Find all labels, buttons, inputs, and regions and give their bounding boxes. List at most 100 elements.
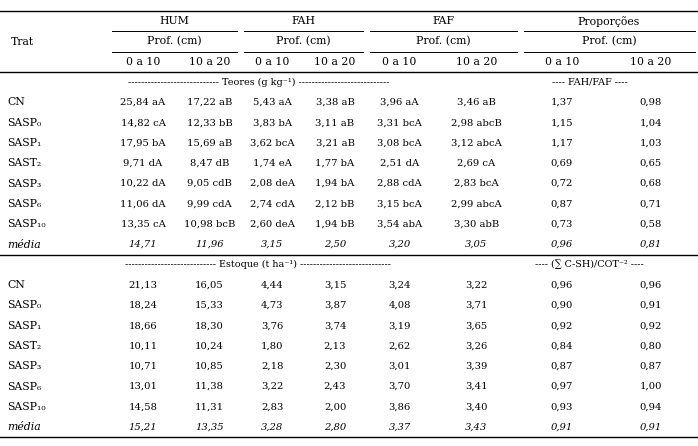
Text: 3,46 aB: 3,46 aB [457,98,496,107]
Text: 0,73: 0,73 [551,220,573,229]
Text: 3,11 aB: 3,11 aB [315,118,355,127]
Text: 16,05: 16,05 [195,281,224,289]
Text: FAH: FAH [292,17,315,26]
Text: 17,22 aB: 17,22 aB [186,98,232,107]
Text: CN: CN [7,98,24,107]
Text: 2,08 deA: 2,08 deA [250,179,295,188]
Text: 0,65: 0,65 [640,159,662,168]
Text: 3,62 bcA: 3,62 bcA [250,139,295,148]
Text: 3,70: 3,70 [388,382,411,391]
Text: 3,05: 3,05 [466,240,487,249]
Text: 2,30: 2,30 [324,362,346,371]
Text: Prof. (cm): Prof. (cm) [147,37,202,47]
Text: 3,20: 3,20 [389,240,410,249]
Text: 2,74 cdA: 2,74 cdA [250,199,295,208]
Text: média: média [7,240,40,249]
Text: 10,11: 10,11 [128,342,158,351]
Text: SAST₂: SAST₂ [7,341,41,351]
Text: ---- (∑ C-SH)/COT⁻² ----: ---- (∑ C-SH)/COT⁻² ---- [535,260,644,269]
Text: 1,00: 1,00 [639,382,662,391]
Text: 3,24: 3,24 [388,281,411,289]
Text: 3,41: 3,41 [465,382,488,391]
Text: 1,77 bA: 1,77 bA [315,159,355,168]
Text: 12,33 bB: 12,33 bB [186,118,232,127]
Text: 10,22 dA: 10,22 dA [120,179,166,188]
Text: 0,96: 0,96 [640,281,662,289]
Text: 3,37: 3,37 [389,423,410,432]
Text: 1,04: 1,04 [639,118,662,127]
Text: 3,43: 3,43 [466,423,487,432]
Text: 1,03: 1,03 [639,139,662,148]
Text: 18,66: 18,66 [128,321,158,330]
Text: ---------------------------- Estoque (t ha⁻¹) ----------------------------: ---------------------------- Estoque (t … [125,260,392,269]
Text: 3,74: 3,74 [324,321,346,330]
Text: 3,15: 3,15 [324,281,346,289]
Text: SASP₁₀: SASP₁₀ [7,219,45,229]
Text: 0,98: 0,98 [639,98,662,107]
Text: 5,43 aA: 5,43 aA [253,98,292,107]
Text: 10 a 20: 10 a 20 [188,57,230,67]
Text: SASP₃: SASP₃ [7,179,41,189]
Text: 14,71: 14,71 [128,240,158,249]
Text: Prof. (cm): Prof. (cm) [416,37,470,47]
Text: 2,99 abcA: 2,99 abcA [451,199,502,208]
Text: 2,98 abcB: 2,98 abcB [451,118,502,127]
Text: SASP₀: SASP₀ [7,301,41,310]
Text: 2,88 cdA: 2,88 cdA [377,179,422,188]
Text: 0,87: 0,87 [551,199,573,208]
Text: 2,83: 2,83 [261,402,283,411]
Text: ---------------------------- Teores (g kg⁻¹) ----------------------------: ---------------------------- Teores (g k… [128,78,389,87]
Text: 0,94: 0,94 [639,402,662,411]
Text: CN: CN [7,280,24,290]
Text: 0 a 10: 0 a 10 [255,57,290,67]
Text: 3,38 aB: 3,38 aB [315,98,355,107]
Text: 9,99 cdA: 9,99 cdA [187,199,232,208]
Text: 0,81: 0,81 [640,240,662,249]
Text: SASP₆: SASP₆ [7,382,41,392]
Text: 3,19: 3,19 [388,321,411,330]
Text: 25,84 aA: 25,84 aA [121,98,165,107]
Text: 2,83 bcA: 2,83 bcA [454,179,499,188]
Text: 2,51 dA: 2,51 dA [380,159,419,168]
Text: 1,94 bA: 1,94 bA [315,179,355,188]
Text: 3,15: 3,15 [261,240,283,249]
Text: 2,50: 2,50 [324,240,346,249]
Text: 0,80: 0,80 [639,342,662,351]
Text: 3,28: 3,28 [261,423,283,432]
Text: 14,58: 14,58 [128,402,158,411]
Text: 13,35 cA: 13,35 cA [121,220,165,229]
Text: 0,72: 0,72 [551,179,573,188]
Text: 15,69 aB: 15,69 aB [187,139,232,148]
Text: Trat: Trat [10,37,34,46]
Text: 2,43: 2,43 [324,382,346,391]
Text: 0 a 10: 0 a 10 [126,57,161,67]
Text: 3,83 bA: 3,83 bA [253,118,292,127]
Text: 1,37: 1,37 [551,98,573,107]
Text: 0,96: 0,96 [551,240,573,249]
Text: FAF: FAF [432,17,454,26]
Text: 0,68: 0,68 [640,179,662,188]
Text: 3,21 aB: 3,21 aB [315,139,355,148]
Text: SAST₂: SAST₂ [7,158,41,168]
Text: 4,08: 4,08 [388,301,411,310]
Text: ---- FAH/FAF ----: ---- FAH/FAF ---- [552,78,628,87]
Text: 3,12 abcA: 3,12 abcA [451,139,502,148]
Text: 10 a 20: 10 a 20 [456,57,497,67]
Text: 3,86: 3,86 [389,402,410,411]
Text: 10,98 bcB: 10,98 bcB [184,220,235,229]
Text: 3,01: 3,01 [388,362,411,371]
Text: 0,84: 0,84 [551,342,573,351]
Text: 4,73: 4,73 [261,301,283,310]
Text: 11,38: 11,38 [195,382,224,391]
Text: 1,80: 1,80 [261,342,283,351]
Text: 21,13: 21,13 [128,281,158,289]
Text: 2,62: 2,62 [389,342,410,351]
Text: 18,24: 18,24 [128,301,158,310]
Text: 0,91: 0,91 [551,423,573,432]
Text: 2,13: 2,13 [324,342,346,351]
Text: 0,69: 0,69 [551,159,573,168]
Text: 10 a 20: 10 a 20 [314,57,356,67]
Text: 2,60 deA: 2,60 deA [250,220,295,229]
Text: 0,92: 0,92 [639,321,662,330]
Text: 3,22: 3,22 [261,382,283,391]
